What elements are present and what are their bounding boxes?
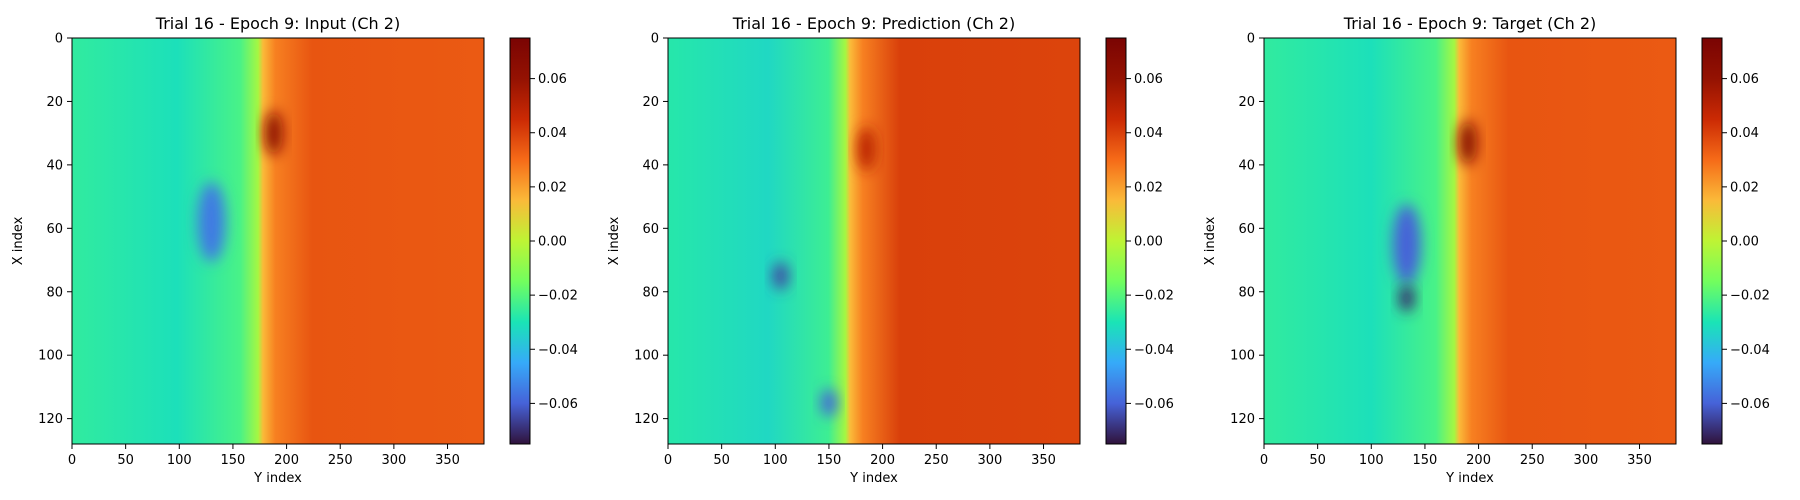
feature-red-peak xyxy=(1458,120,1477,165)
heatmap-features xyxy=(1392,120,1477,313)
y-axis-label: X index xyxy=(607,216,622,265)
x-tick-label: 300 xyxy=(977,453,1002,468)
x-tick-label: 250 xyxy=(1520,453,1545,468)
feature-dark-blue-spot xyxy=(820,388,837,417)
chart-panel-1: 0 50 100 150 200 250 300 350 0 20 40 60 80 100 120 Y in… xyxy=(11,14,578,486)
y-tick-label: 60 xyxy=(642,222,659,237)
feature-red-peak xyxy=(857,127,876,172)
x-tick-label: 200 xyxy=(1466,453,1491,468)
colorbar-tick-label: 0.06 xyxy=(1730,72,1759,87)
plot-frame xyxy=(667,37,1081,445)
x-tick-label: 150 xyxy=(817,453,842,468)
feature-blue-vortex xyxy=(197,181,226,262)
x-tick-label: 0 xyxy=(1260,453,1268,468)
colorbar-tick-label: 0.00 xyxy=(1134,235,1163,250)
x-tick-label: 300 xyxy=(1573,453,1598,468)
y-tick-label: 20 xyxy=(642,95,659,110)
y-tick-label: 40 xyxy=(1238,158,1255,173)
colorbar-tick-label: 0.02 xyxy=(1730,180,1759,195)
plot-frame xyxy=(1263,37,1677,445)
x-tick-label: 50 xyxy=(117,453,134,468)
x-tick-label: 350 xyxy=(1031,453,1056,468)
y-tick-label: 120 xyxy=(38,412,63,427)
colorbar-tick-label: −0.04 xyxy=(1730,343,1770,358)
x-tick-label: 100 xyxy=(763,453,788,468)
x-tick-label: 300 xyxy=(381,453,406,468)
y-tick-label: 80 xyxy=(642,285,659,300)
colorbar-tick-label: 0.06 xyxy=(538,72,567,87)
colorbar-tick-label: 0.04 xyxy=(1134,126,1163,141)
heatmap-features xyxy=(772,127,876,417)
colorbar xyxy=(509,37,531,445)
colorbar-tick-label: 0.02 xyxy=(1134,180,1163,195)
colorbar-tick-label: −0.02 xyxy=(1134,289,1174,304)
colorbar-tick-label: −0.04 xyxy=(538,343,578,358)
x-tick-label: 200 xyxy=(870,453,895,468)
chart-title: Trial 16 - Epoch 9: Target (Ch 2) xyxy=(1343,14,1596,33)
y-tick-label: 100 xyxy=(1230,349,1255,364)
colorbar-tick-label: 0.04 xyxy=(1730,126,1759,141)
heatmap-field xyxy=(1264,38,1676,444)
x-tick-label: 150 xyxy=(221,453,246,468)
feature-dark-blue-spot xyxy=(772,261,789,290)
x-tick-label: 350 xyxy=(1627,453,1652,468)
colorbar-tick-label: −0.06 xyxy=(538,397,578,412)
y-tick-label: 80 xyxy=(46,285,63,300)
chart-title: Trial 16 - Epoch 9: Prediction (Ch 2) xyxy=(732,14,1015,33)
heatmap-features xyxy=(197,111,283,262)
x-axis-label: Y index xyxy=(253,471,302,486)
y-tick-label: 60 xyxy=(46,222,63,237)
x-tick-label: 100 xyxy=(1359,453,1384,468)
y-tick-label: 20 xyxy=(1238,95,1255,110)
x-tick-label: 200 xyxy=(274,453,299,468)
heatmap-field xyxy=(668,38,1080,444)
x-tick-label: 50 xyxy=(713,453,730,468)
colorbar xyxy=(1105,37,1127,445)
heatmap-field xyxy=(72,38,484,444)
colorbar-tick-label: 0.02 xyxy=(538,180,567,195)
y-tick-label: 40 xyxy=(46,158,63,173)
colorbar-tick-label: 0.04 xyxy=(538,126,567,141)
x-tick-label: 50 xyxy=(1309,453,1326,468)
colorbar-tick-label: −0.02 xyxy=(1730,289,1770,304)
x-tick-label: 250 xyxy=(924,453,949,468)
feature-red-peak xyxy=(264,111,283,156)
feature-blue-vortex xyxy=(1392,204,1421,285)
y-tick-label: 0 xyxy=(651,32,659,47)
y-tick-label: 80 xyxy=(1238,285,1255,300)
y-axis-label: X index xyxy=(11,216,26,265)
y-tick-label: 40 xyxy=(642,158,659,173)
x-tick-label: 100 xyxy=(167,453,192,468)
colorbar-tick-label: −0.04 xyxy=(1134,343,1174,358)
colorbar-tick-label: −0.06 xyxy=(1134,397,1174,412)
x-axis-label: Y index xyxy=(849,471,898,486)
colorbar xyxy=(1701,37,1723,445)
y-tick-label: 120 xyxy=(634,412,659,427)
x-tick-label: 0 xyxy=(664,453,672,468)
y-tick-label: 100 xyxy=(634,349,659,364)
x-tick-label: 250 xyxy=(328,453,353,468)
feature-dark-blue-spot xyxy=(1398,284,1415,313)
y-tick-label: 60 xyxy=(1238,222,1255,237)
x-axis-label: Y index xyxy=(1445,471,1494,486)
y-tick-label: 120 xyxy=(1230,412,1255,427)
colorbar-tick-label: 0.00 xyxy=(538,235,567,250)
chart-title: Trial 16 - Epoch 9: Input (Ch 2) xyxy=(155,14,400,33)
y-tick-label: 0 xyxy=(1247,32,1255,47)
x-tick-label: 0 xyxy=(68,453,76,468)
y-tick-label: 0 xyxy=(55,32,63,47)
y-tick-label: 100 xyxy=(38,349,63,364)
plot-frame xyxy=(71,37,485,445)
colorbar-tick-label: −0.06 xyxy=(1730,397,1770,412)
chart-panel-3: 0 50 100 150 200 250 300 350 0 20 40 60 80 100 120 Y in… xyxy=(1203,14,1770,486)
y-axis-label: X index xyxy=(1203,216,1218,265)
colorbar-tick-label: −0.02 xyxy=(538,289,578,304)
y-tick-label: 20 xyxy=(46,95,63,110)
colorbar-tick-label: 0.06 xyxy=(1134,72,1163,87)
x-tick-label: 150 xyxy=(1413,453,1438,468)
x-tick-label: 350 xyxy=(435,453,460,468)
colorbar-tick-label: 0.00 xyxy=(1730,235,1759,250)
chart-panel-2: 0 50 100 150 200 250 300 350 0 20 40 60 80 100 120 Y in… xyxy=(607,14,1174,486)
